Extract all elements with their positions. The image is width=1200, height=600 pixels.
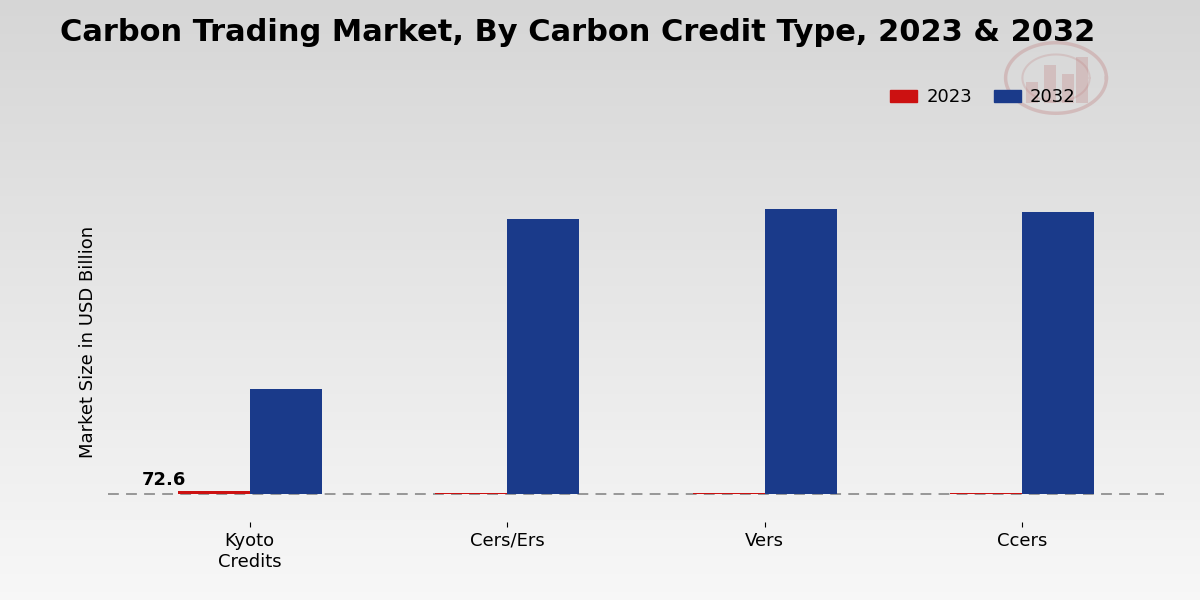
Bar: [764, 209, 836, 494]
Bar: [1062, 74, 1074, 103]
Bar: [178, 491, 250, 494]
Bar: [1026, 82, 1038, 103]
Y-axis label: Market Size in USD Billion: Market Size in USD Billion: [79, 226, 97, 458]
Bar: [1044, 65, 1056, 103]
Text: Carbon Trading Market, By Carbon Credit Type, 2023 & 2032: Carbon Trading Market, By Carbon Credit …: [60, 18, 1096, 47]
Legend: 2023, 2032: 2023, 2032: [883, 81, 1082, 113]
Bar: [1022, 212, 1094, 494]
Bar: [508, 219, 580, 494]
Bar: [250, 389, 322, 494]
Text: 72.6: 72.6: [142, 471, 186, 489]
Bar: [1076, 57, 1088, 103]
